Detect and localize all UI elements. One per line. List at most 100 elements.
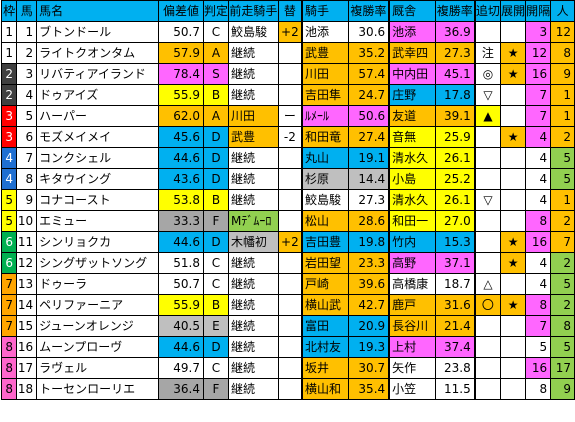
jockey-change <box>277 189 303 211</box>
table-row: 5 10 エミュー 33.3 F Mﾃﾞﾑｰﾛ 松山 28.6 和田一 27.0 8 2 <box>0 210 575 232</box>
trainer-name: 矢作 <box>388 357 436 379</box>
grade-value: C <box>202 21 229 43</box>
tenkai-mark: ★ <box>500 63 527 85</box>
grade-value: S <box>202 63 229 85</box>
popularity-value: 5 <box>550 273 575 295</box>
deviation-value: 51.8 <box>158 252 204 274</box>
oikiri-mark: ▽ <box>473 189 502 211</box>
tenkai-mark: ★ <box>500 294 527 316</box>
oikiri-mark <box>473 315 502 337</box>
grade-value: C <box>202 357 229 379</box>
jockey-change <box>277 63 303 85</box>
horse-number: 18 <box>16 378 38 400</box>
trainer-rate: 39.1 <box>434 105 476 127</box>
tenkai-mark: ★ <box>500 231 527 253</box>
deviation-value: 44.6 <box>158 231 204 253</box>
interval-value: 8 <box>525 378 552 400</box>
prev-jockey: 川田 <box>227 105 279 127</box>
jockey-name: 川田 <box>300 63 349 85</box>
popularity-value: 2 <box>550 126 575 148</box>
oikiri-mark <box>473 210 502 232</box>
deviation-value: 45.6 <box>158 126 204 148</box>
grade-value: B <box>202 294 229 316</box>
tenkai-mark <box>500 21 527 43</box>
waku-cell: 6 <box>0 252 18 274</box>
horse-number: 13 <box>16 273 38 295</box>
grade-value: D <box>202 231 229 253</box>
oikiri-mark <box>473 168 502 190</box>
jockey-name: 武豊 <box>300 42 349 64</box>
waku-cell: 8 <box>0 378 18 400</box>
table-row: 5 9 コナコースト 53.8 B 継続 鮫島駿 27.3 清水久 26.1 ▽ 4 1 <box>0 189 575 211</box>
waku-cell: 3 <box>0 105 18 127</box>
horse-name: キタウイング <box>36 168 160 190</box>
trainer-rate: 31.6 <box>434 294 476 316</box>
popularity-value: 2 <box>550 210 575 232</box>
tenkai-mark <box>500 273 527 295</box>
horse-name: ライトクオンタム <box>36 42 160 64</box>
grade-value: C <box>202 273 229 295</box>
grade-value: B <box>202 84 229 106</box>
oikiri-mark <box>473 21 502 43</box>
horse-number: 11 <box>16 231 38 253</box>
table-row: 3 6 モズメイメイ 45.6 D 武豊 -2 和田竜 27.4 音無 25.9 ★ 4 2 <box>0 126 575 148</box>
trainer-rate: 21.4 <box>434 315 476 337</box>
deviation-value: 36.4 <box>158 378 204 400</box>
interval-value: 16 <box>525 63 552 85</box>
jockey-rate: 39.6 <box>347 273 390 295</box>
jockey-name: 横山和 <box>300 378 349 400</box>
jockey-name: 北村友 <box>300 336 349 358</box>
prev-jockey: 鮫島駿 <box>227 21 279 43</box>
jockey-rate: 23.3 <box>347 252 390 274</box>
horse-number: 16 <box>16 336 38 358</box>
tenkai-mark <box>500 105 527 127</box>
prev-jockey: 継続 <box>227 357 279 379</box>
waku-cell: 2 <box>0 63 18 85</box>
trainer-rate: 27.3 <box>434 42 476 64</box>
tenkai-mark <box>500 168 527 190</box>
popularity-value: 8 <box>550 315 575 337</box>
oikiri-mark: 〇 <box>473 294 502 316</box>
table-row: 7 15 ジューンオレンジ 40.5 E 継続 富田 20.9 長谷川 21.4 7 8 <box>0 315 575 337</box>
waku-cell: 8 <box>0 336 18 358</box>
popularity-value: 1 <box>550 105 575 127</box>
jockey-rate: 14.4 <box>347 168 390 190</box>
trainer-rate: 18.7 <box>434 273 476 295</box>
horse-name: ハーパー <box>36 105 160 127</box>
tenkai-mark <box>500 147 527 169</box>
horse-name: コンクシェル <box>36 147 160 169</box>
prev-jockey: 継続 <box>227 42 279 64</box>
table-row: 2 3 リバティアイランド 78.4 S 継続 川田 57.4 中内田 45.1 ◎ ★ 16 9 <box>0 63 575 85</box>
horse-name: ドゥアイズ <box>36 84 160 106</box>
popularity-value: 12 <box>550 21 575 43</box>
jockey-rate: 27.4 <box>347 126 390 148</box>
grade-value: D <box>202 336 229 358</box>
horse-name: ムーンプローヴ <box>36 336 160 358</box>
horse-number: 17 <box>16 357 38 379</box>
waku-cell: 7 <box>0 273 18 295</box>
grade-value: A <box>202 42 229 64</box>
header-oikiri: 追切 <box>473 0 502 22</box>
prev-jockey: 継続 <box>227 294 279 316</box>
waku-cell: 3 <box>0 126 18 148</box>
jockey-change <box>277 168 303 190</box>
prev-jockey: 継続 <box>227 315 279 337</box>
oikiri-mark <box>473 126 502 148</box>
trainer-rate: 17.8 <box>434 84 476 106</box>
tenkai-mark <box>500 336 527 358</box>
tenkai-mark: ★ <box>500 42 527 64</box>
header-name: 馬名 <box>36 0 160 22</box>
popularity-value: 9 <box>550 378 575 400</box>
jockey-name: 吉田豊 <box>300 231 349 253</box>
table-row: 6 12 シングザットソング 51.8 C 継続 岩田望 23.3 高野 37.1 ★ 4 2 <box>0 252 575 274</box>
trainer-name: 小島 <box>388 168 436 190</box>
horse-name: モズメイメイ <box>36 126 160 148</box>
table-row: 8 17 ラヴェル 49.7 C 継続 坂井 30.7 矢作 23.8 16 17 <box>0 357 575 379</box>
interval-value: 7 <box>525 315 552 337</box>
table-row: 8 18 トーセンローリエ 36.4 F 継続 横山和 35.4 小笠 11.5 8 9 <box>0 378 575 400</box>
jockey-change <box>277 147 303 169</box>
horse-number: 12 <box>16 252 38 274</box>
jockey-name: 坂井 <box>300 357 349 379</box>
trainer-name: 竹内 <box>388 231 436 253</box>
interval-value: 8 <box>525 210 552 232</box>
